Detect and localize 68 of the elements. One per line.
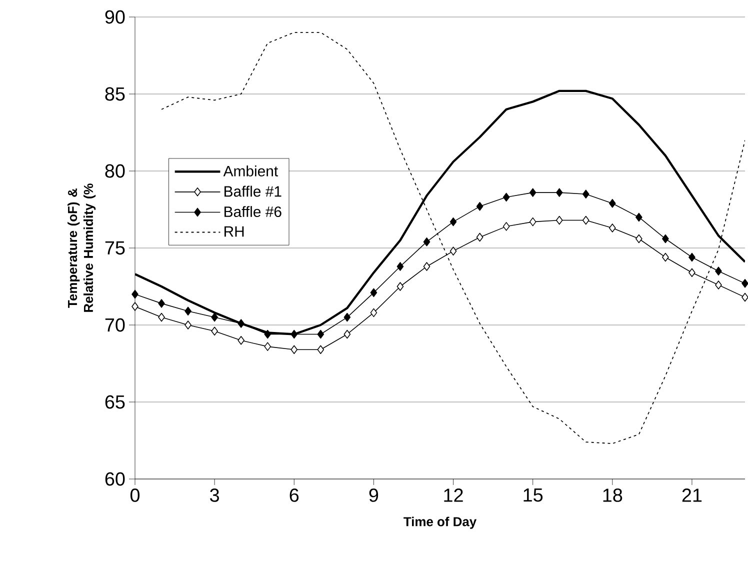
point bbox=[450, 246, 457, 256]
point bbox=[344, 312, 351, 322]
y-tick-label: 70 bbox=[105, 318, 125, 332]
point bbox=[264, 330, 272, 339]
point bbox=[529, 188, 536, 197]
point bbox=[582, 216, 590, 225]
point bbox=[636, 212, 642, 222]
x-tick-label: 15 bbox=[524, 488, 543, 502]
point bbox=[317, 330, 324, 339]
point bbox=[211, 326, 218, 336]
legend-label: Baffle #6 bbox=[224, 206, 282, 218]
point bbox=[742, 279, 748, 288]
point bbox=[556, 216, 563, 225]
point bbox=[396, 282, 404, 291]
x-tick-label: 6 bbox=[290, 488, 299, 502]
x-tick-label: 9 bbox=[369, 488, 378, 502]
point bbox=[290, 345, 298, 354]
point bbox=[688, 252, 696, 262]
point bbox=[715, 266, 722, 276]
point bbox=[715, 280, 722, 290]
point bbox=[370, 288, 378, 298]
legend-label: Baffle #1 bbox=[224, 186, 282, 197]
y-axis-title: Temperature (oF) & Relative Humidity (% bbox=[68, 184, 96, 312]
point bbox=[317, 345, 324, 354]
point bbox=[132, 302, 138, 311]
y-tick-label: 60 bbox=[105, 472, 125, 486]
point bbox=[184, 306, 192, 316]
legend-label: RH bbox=[224, 226, 244, 237]
point bbox=[396, 262, 404, 271]
point bbox=[132, 290, 138, 299]
point bbox=[556, 188, 563, 197]
point bbox=[184, 320, 192, 330]
point bbox=[476, 202, 484, 211]
point bbox=[609, 198, 616, 208]
point bbox=[450, 217, 457, 226]
point bbox=[211, 312, 218, 322]
y-tick-label: 80 bbox=[105, 164, 125, 178]
point bbox=[344, 330, 351, 339]
point bbox=[290, 330, 298, 339]
x-axis-title: Time of Day bbox=[404, 516, 477, 529]
x-tick-label: 12 bbox=[444, 488, 463, 502]
point bbox=[502, 222, 510, 231]
point bbox=[158, 312, 165, 322]
point bbox=[662, 234, 669, 244]
y-tick-label: 65 bbox=[105, 395, 125, 409]
legend-label: Ambient bbox=[223, 165, 278, 176]
point bbox=[238, 336, 244, 345]
point bbox=[636, 234, 642, 244]
point bbox=[370, 308, 378, 318]
y-tick-label: 85 bbox=[105, 87, 125, 101]
point bbox=[264, 342, 272, 351]
x-tick-label: 18 bbox=[603, 488, 622, 502]
point bbox=[609, 224, 616, 232]
point bbox=[476, 232, 484, 242]
point bbox=[662, 252, 669, 262]
point bbox=[529, 217, 536, 226]
point bbox=[423, 237, 430, 246]
x-tick-label: 21 bbox=[682, 488, 702, 502]
point bbox=[158, 299, 165, 308]
y-tick-label: 90 bbox=[105, 10, 125, 24]
point bbox=[688, 268, 696, 278]
point bbox=[238, 319, 244, 328]
x-tick-label: 3 bbox=[210, 488, 219, 502]
point bbox=[582, 190, 590, 198]
x-tick-label: 0 bbox=[130, 488, 140, 502]
point bbox=[502, 192, 510, 202]
point bbox=[423, 262, 430, 271]
y-tick-label: 75 bbox=[105, 241, 125, 255]
